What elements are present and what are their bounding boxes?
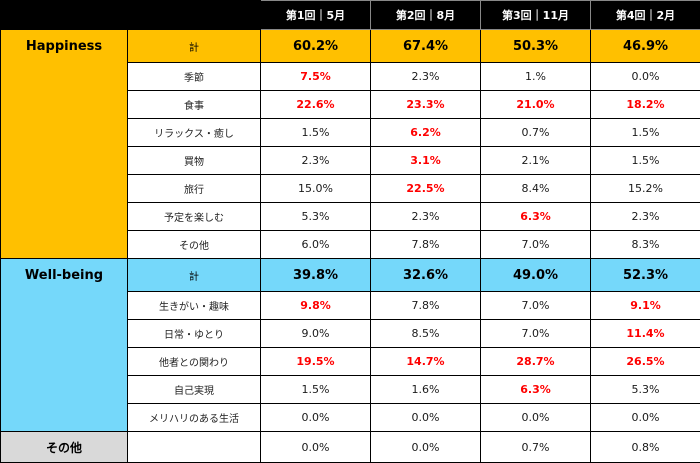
cell-value: 1.5%	[261, 376, 371, 404]
header-cell-round-2: 第2回｜8月	[371, 1, 481, 30]
cell-value: 22.5%	[371, 175, 481, 203]
cell-value: 21.0%	[481, 91, 591, 119]
row-label: 買物	[128, 147, 261, 175]
cell-value: 8.5%	[371, 320, 481, 348]
header-cell-group	[1, 1, 128, 30]
cell-value: 1.6%	[371, 376, 481, 404]
cell-value: 2.3%	[591, 203, 700, 231]
header-cell-category	[128, 1, 261, 30]
cell-value: 28.7%	[481, 348, 591, 376]
group-label-wellbeing: Well-being	[1, 259, 128, 432]
cell-value: 7.8%	[371, 292, 481, 320]
cell-value: 5.3%	[261, 203, 371, 231]
total-value: 32.6%	[371, 259, 481, 292]
cell-value: 22.6%	[261, 91, 371, 119]
cell-value: 0.0%	[591, 404, 700, 432]
row-label: 生きがい・趣味	[128, 292, 261, 320]
wellbeing-total-row: Well-being 計 39.8% 32.6% 49.0% 52.3%	[1, 259, 700, 292]
cell-value: 2.1%	[481, 147, 591, 175]
row-label: 予定を楽しむ	[128, 203, 261, 231]
cell-value: 23.3%	[371, 91, 481, 119]
cell-value: 1.%	[481, 63, 591, 91]
cell-value: 9.0%	[261, 320, 371, 348]
cell-value: 6.3%	[481, 376, 591, 404]
cell-value: 2.3%	[371, 63, 481, 91]
row-label: 旅行	[128, 175, 261, 203]
cell-value: 6.3%	[481, 203, 591, 231]
cell-value: 7.0%	[481, 231, 591, 259]
cell-value: 15.2%	[591, 175, 700, 203]
cell-value: 3.1%	[371, 147, 481, 175]
row-label: 他者との関わり	[128, 348, 261, 376]
total-value: 39.8%	[261, 259, 371, 292]
header-row: 第1回｜5月 第2回｜8月 第3回｜11月 第4回｜2月	[1, 1, 700, 30]
cell-value: 26.5%	[591, 348, 700, 376]
cell-value: 0.0%	[481, 404, 591, 432]
row-label: メリハリのある生活	[128, 404, 261, 432]
cell-value: 7.0%	[481, 292, 591, 320]
total-value: 50.3%	[481, 30, 591, 63]
cell-value: 0.0%	[591, 63, 700, 91]
cell-value: 9.8%	[261, 292, 371, 320]
cell-value: 1.5%	[261, 119, 371, 147]
cell-value: 7.0%	[481, 320, 591, 348]
header-cell-round-3: 第3回｜11月	[481, 1, 591, 30]
cell-value: 11.4%	[591, 320, 700, 348]
total-value: 67.4%	[371, 30, 481, 63]
row-label: 自己実現	[128, 376, 261, 404]
row-label: 日常・ゆとり	[128, 320, 261, 348]
total-label: 計	[128, 259, 261, 292]
cell-value: 2.3%	[261, 147, 371, 175]
row-label: 季節	[128, 63, 261, 91]
cell-value: 6.2%	[371, 119, 481, 147]
cell-value: 14.7%	[371, 348, 481, 376]
cell-value: 2.3%	[371, 203, 481, 231]
cell-value: 9.1%	[591, 292, 700, 320]
happiness-total-row: Happiness 計 60.2% 67.4% 50.3% 46.9%	[1, 30, 700, 63]
cell-value: 15.0%	[261, 175, 371, 203]
cell-value: 5.3%	[591, 376, 700, 404]
total-label: 計	[128, 30, 261, 63]
cell-value: 8.4%	[481, 175, 591, 203]
total-value: 49.0%	[481, 259, 591, 292]
cell-value: 6.0%	[261, 231, 371, 259]
group-label-happiness: Happiness	[1, 30, 128, 259]
cell-value: 19.5%	[261, 348, 371, 376]
total-value: 46.9%	[591, 30, 700, 63]
cell-value: 8.3%	[591, 231, 700, 259]
cell-value: 0.0%	[371, 404, 481, 432]
header-cell-round-4: 第4回｜2月	[591, 1, 700, 30]
total-value: 52.3%	[591, 259, 700, 292]
header-cell-round-1: 第1回｜5月	[261, 1, 371, 30]
cell-value: 0.0%	[261, 404, 371, 432]
cell-value: 1.5%	[591, 119, 700, 147]
cell-value: 0.7%	[481, 119, 591, 147]
cell-value: 1.5%	[591, 147, 700, 175]
row-label: リラックス・癒し	[128, 119, 261, 147]
row-label: 食事	[128, 91, 261, 119]
cell-value: 7.8%	[371, 231, 481, 259]
cell-value: 7.5%	[261, 63, 371, 91]
cell-value: 18.2%	[591, 91, 700, 119]
total-value: 60.2%	[261, 30, 371, 63]
row-label: その他	[128, 231, 261, 259]
